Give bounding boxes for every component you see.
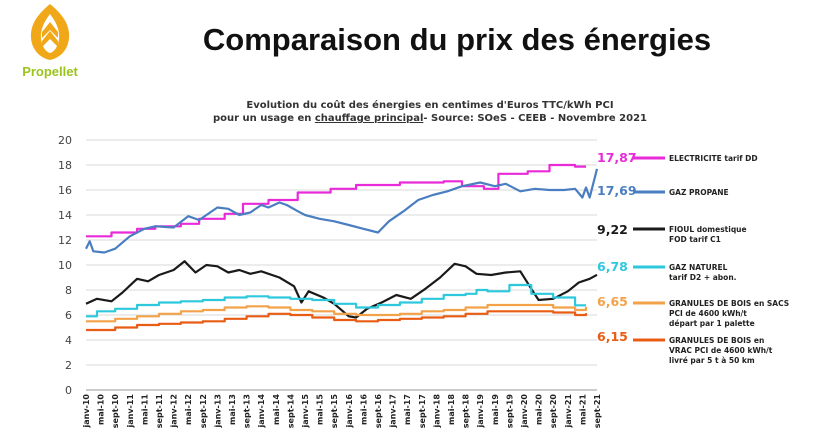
x-tick-label: sept-15 <box>330 394 339 429</box>
series-line-3 <box>85 260 598 319</box>
series-line-5 <box>86 303 588 323</box>
x-tick-label: janv-20 <box>520 394 529 429</box>
y-tick-label: 4 <box>65 334 72 347</box>
x-tick-label: mai-20 <box>535 394 544 425</box>
series-line-2 <box>85 168 599 254</box>
legend-label-6: VRAC PCI de 4600 kWh/t <box>669 346 773 355</box>
legend-label-4: GAZ NATUREL <box>669 263 728 272</box>
y-tick-label: 10 <box>58 259 72 272</box>
x-tick-label: mai-19 <box>491 394 500 425</box>
legend-label-3: FIOUL domestique <box>669 225 747 234</box>
legend-label-6: GRANULES DE BOIS en <box>669 336 764 345</box>
x-tick-label: janv-11 <box>126 394 135 429</box>
x-tick-label: mai-16 <box>359 394 368 425</box>
x-tick-label: sept-10 <box>111 394 120 429</box>
x-tick-label: janv-16 <box>345 394 354 429</box>
x-tick-label: janv-14 <box>257 394 266 429</box>
x-tick-label: janv-15 <box>301 394 310 429</box>
chart-subtitle-line-1: Evolution du coût des énergies en centim… <box>246 100 614 111</box>
x-tick-label: janv-18 <box>432 394 441 429</box>
x-tick-label: mai-10 <box>97 394 106 425</box>
x-tick-label: janv-19 <box>476 394 485 429</box>
y-tick-label: 12 <box>58 234 72 247</box>
y-tick-label: 14 <box>58 209 72 222</box>
x-tick-label: sept-16 <box>374 394 383 429</box>
subtitle-part-a: pour un usage en <box>212 113 315 124</box>
subtitle-underlined: chauffage principal <box>314 113 424 124</box>
legend-label-3: FOD tarif C1 <box>669 235 721 244</box>
x-tick-label: janv-13 <box>213 394 222 429</box>
end-value-3: 9,22 <box>597 222 628 237</box>
x-tick-label: sept-17 <box>418 394 427 428</box>
x-tick-label: sept-19 <box>505 394 514 429</box>
x-tick-label: mai-13 <box>228 394 237 425</box>
y-tick-label: 8 <box>65 284 72 297</box>
subtitle-part-b: - Source: SOeS - CEEB - Novembre 2021 <box>423 113 648 124</box>
y-tick-label: 18 <box>58 159 72 172</box>
x-tick-label: sept-11 <box>155 394 164 429</box>
x-tick-label: sept-12 <box>199 394 208 428</box>
y-tick-label: 2 <box>65 359 72 372</box>
end-value-2: 17,69 <box>597 183 637 198</box>
x-tick-label: mai-11 <box>140 394 149 425</box>
legend-label-6: livré par 5 t à 50 km <box>669 356 755 365</box>
x-tick-label: mai-17 <box>403 394 412 425</box>
legend-label-5: PCI de 4600 kWh/t <box>669 309 747 318</box>
y-tick-label: 20 <box>58 134 72 147</box>
x-tick-label: janv-12 <box>170 394 179 429</box>
legend-label-5: départ par 1 palette <box>669 319 755 328</box>
x-tick-label: janv-10 <box>82 394 91 429</box>
x-tick-label: mai-12 <box>184 394 193 425</box>
legend-label-4: tarif D2 + abon. <box>669 273 737 282</box>
logo-text: Propellet <box>22 64 78 79</box>
end-value-5: 6,65 <box>597 294 628 309</box>
x-tick-label: mai-21 <box>578 394 587 425</box>
x-tick-label: sept-21 <box>593 394 602 429</box>
x-tick-label: mai-15 <box>316 394 325 425</box>
legend-label-5: GRANULES DE BOIS en SACS <box>669 299 789 308</box>
x-tick-label: sept-20 <box>549 394 558 429</box>
x-tick-label: janv-21 <box>564 394 573 429</box>
page-title: Comparaison du prix des énergies <box>202 22 712 57</box>
x-tick-label: mai-18 <box>447 394 456 425</box>
series-line-6 <box>86 310 588 332</box>
y-tick-label: 0 <box>65 384 72 397</box>
end-value-1: 17,87 <box>597 150 637 165</box>
series-line-4 <box>86 283 586 318</box>
y-tick-label: 16 <box>58 184 72 197</box>
propellet-logo: Propellet <box>22 4 78 79</box>
chart-subtitle-line-2: pour un usage en chauffage principal- So… <box>180 113 680 124</box>
x-tick-label: sept-18 <box>462 394 471 429</box>
legend-label-2: GAZ PROPANE <box>669 188 729 197</box>
legend-label-1: ELECTRICITE tarif DD <box>669 154 758 163</box>
y-tick-label: 6 <box>65 309 72 322</box>
x-tick-label: mai-14 <box>272 394 281 425</box>
end-value-4: 6,78 <box>597 259 628 274</box>
x-tick-label: sept-13 <box>243 394 252 428</box>
x-tick-label: sept-14 <box>286 394 295 429</box>
end-value-6: 6,15 <box>597 329 628 344</box>
x-tick-label: janv-17 <box>389 394 398 429</box>
